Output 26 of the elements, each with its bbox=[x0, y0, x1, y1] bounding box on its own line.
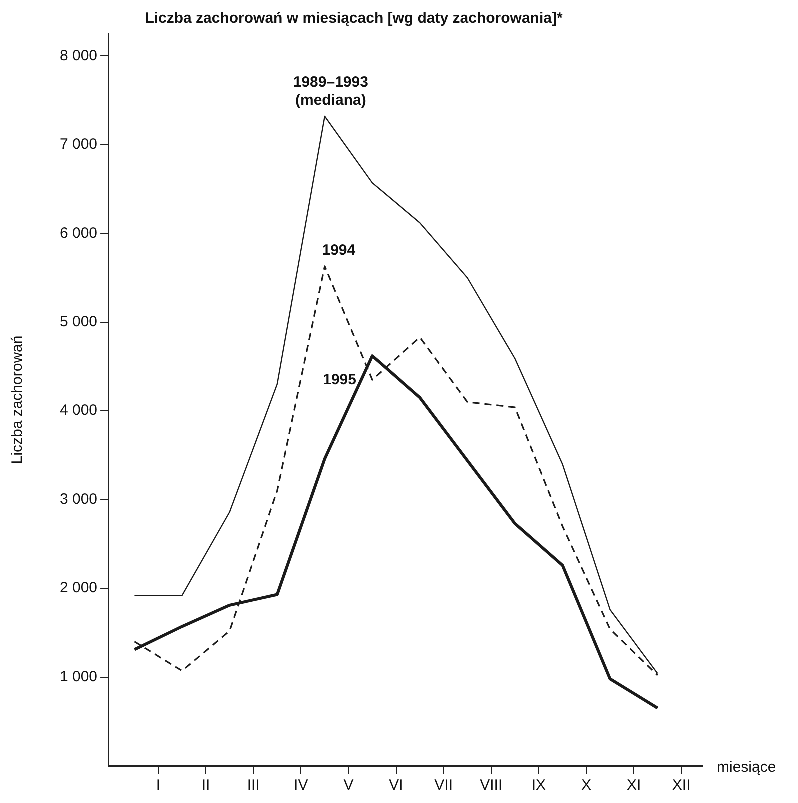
x-tick-label: I bbox=[156, 777, 161, 794]
x-tick-label: IV bbox=[294, 777, 308, 794]
chart-title: Liczba zachorowań w miesiącach [wg daty zachorowania]* bbox=[145, 10, 563, 28]
y-axis-title: Liczba zachorowań bbox=[9, 336, 26, 464]
x-tick-label: IX bbox=[532, 777, 546, 794]
y-tick-label: 3 000 bbox=[60, 490, 98, 508]
y-tick-label: 7 000 bbox=[60, 136, 98, 154]
y-tick-label: 6 000 bbox=[60, 224, 98, 242]
x-tick-label: XII bbox=[672, 777, 691, 794]
x-tick-label: VII bbox=[434, 777, 453, 794]
series-label: 1995 bbox=[323, 372, 356, 389]
series-label: 1989–1993 (mediana) bbox=[293, 74, 368, 110]
y-tick-label: 2 000 bbox=[60, 580, 98, 597]
y-tick-label: 8 000 bbox=[60, 47, 98, 64]
x-tick-label: V bbox=[344, 777, 354, 794]
x-axis-title: miesiące bbox=[717, 759, 776, 776]
x-tick-label: X bbox=[581, 777, 592, 794]
y-tick-label: 4 000 bbox=[60, 402, 98, 420]
x-tick-label: XI bbox=[626, 777, 642, 794]
x-tick-label: II bbox=[202, 777, 210, 794]
x-tick-label: VIII bbox=[480, 777, 503, 794]
series-label: 1994 bbox=[322, 242, 356, 260]
y-tick-label: 1 000 bbox=[60, 668, 98, 686]
x-tick-label: III bbox=[247, 777, 260, 794]
y-tick-label: 5 000 bbox=[60, 314, 98, 331]
x-tick-label: VI bbox=[389, 777, 404, 794]
